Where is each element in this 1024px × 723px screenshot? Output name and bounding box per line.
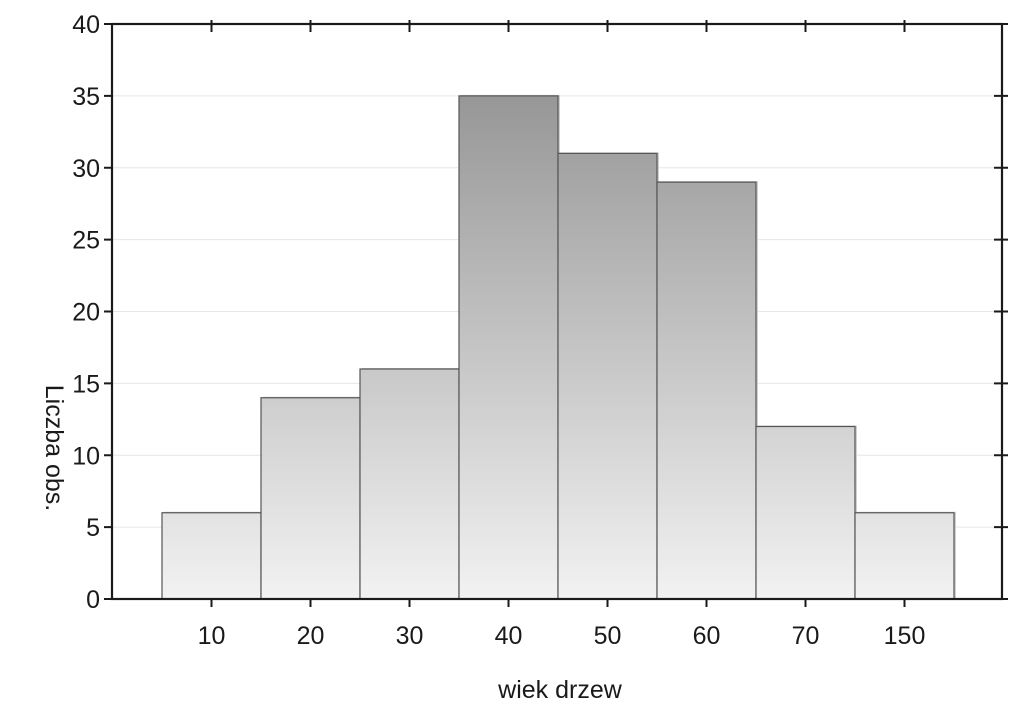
- x-tick-label: 20: [297, 622, 325, 650]
- x-tick-label: 60: [693, 622, 721, 650]
- y-tick-label: 0: [86, 586, 100, 614]
- x-tick-label: 50: [594, 622, 622, 650]
- bar-10: [161, 512, 262, 600]
- x-tick-label: 70: [792, 622, 820, 650]
- y-tick-label: 40: [72, 11, 100, 39]
- x-tick-label: 10: [198, 622, 226, 650]
- bar-30: [359, 368, 460, 600]
- x-tick-label: 30: [396, 622, 424, 650]
- bar-60: [656, 181, 757, 600]
- x-axis-ticks: 10 20 30 40 50 60 70 150: [198, 20, 926, 650]
- bar-70: [755, 425, 856, 600]
- y-tick-label: 5: [86, 514, 100, 542]
- x-axis-title: wiek drzew: [497, 676, 623, 704]
- y-tick-label: 25: [72, 227, 100, 255]
- y-tick-label: 15: [72, 370, 100, 398]
- y-tick-label: 30: [72, 155, 100, 183]
- y-axis-ticks: 0 5 10 15 20 25 30 35 40: [72, 11, 1008, 614]
- bars: [161, 94, 956, 600]
- bar-150: [854, 512, 955, 600]
- y-tick-label: 20: [72, 299, 100, 327]
- y-tick-label: 10: [72, 442, 100, 470]
- x-tick-label: 40: [495, 622, 523, 650]
- bar-20: [260, 397, 361, 600]
- y-tick-label: 35: [72, 83, 100, 111]
- y-axis-title: Liczba obs.: [40, 385, 68, 511]
- bar-50: [557, 152, 658, 600]
- bar-40: [458, 95, 559, 600]
- x-tick-label: 150: [884, 622, 926, 650]
